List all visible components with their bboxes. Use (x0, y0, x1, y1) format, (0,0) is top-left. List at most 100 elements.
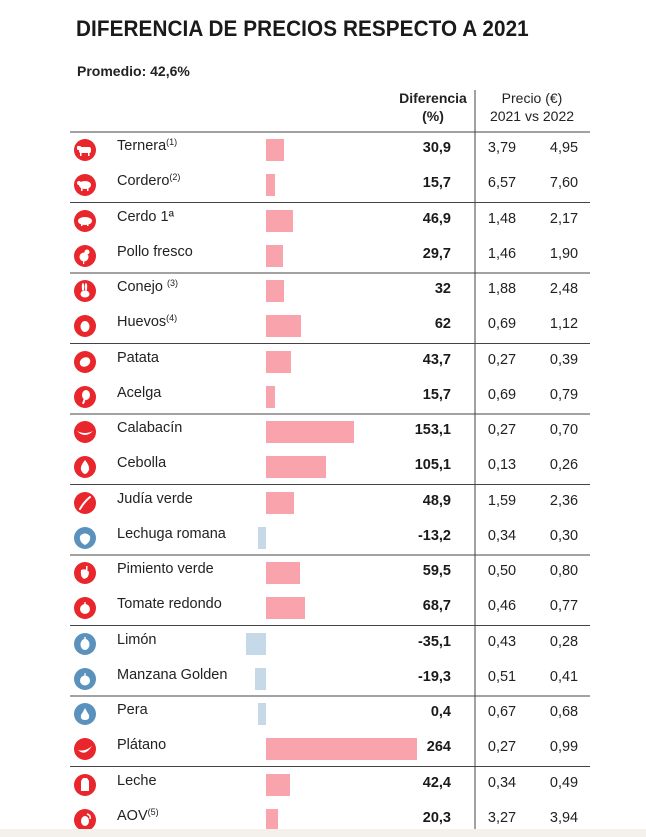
row-label: Plátano (117, 737, 167, 754)
row-label: Conejo (3) (117, 278, 178, 295)
pig-icon (74, 209, 96, 232)
bar (266, 456, 327, 479)
row-label: Huevos(4) (117, 313, 178, 331)
cow-icon (74, 139, 96, 161)
milk-icon (74, 773, 96, 796)
table-row: Pollo fresco 29,7 1,46 1,90 (0, 238, 646, 273)
difference-value: 153,1 (414, 422, 451, 438)
table-row: AOV(5) 20,3 3,27 3,94 (0, 802, 646, 837)
olive-oil-icon (74, 808, 96, 831)
bar (266, 139, 284, 161)
apple-icon (74, 667, 96, 690)
bar (266, 209, 293, 232)
tomato-icon (74, 597, 96, 620)
price-2022: 0,39 (549, 351, 579, 368)
table-row: Patata 43,7 0,27 0,39 (0, 344, 646, 379)
price-2021: 0,51 (487, 668, 517, 685)
egg-icon (74, 315, 96, 338)
difference-value: 46,9 (422, 210, 451, 227)
bar (266, 244, 283, 267)
average-label: Promedio: 42,6% (77, 63, 190, 79)
price-2021: 0,46 (487, 598, 517, 615)
price-2021: 0,13 (487, 457, 517, 474)
price-2021: 0,69 (487, 316, 517, 333)
banana-icon (74, 738, 96, 761)
table-row: Cebolla 105,1 0,13 0,26 (0, 449, 646, 484)
header-price: Precio (€) 2021 vs 2022 (478, 89, 586, 125)
bar (266, 350, 291, 373)
difference-value: 43,7 (422, 351, 451, 368)
bar (266, 385, 275, 408)
sheep-icon (74, 174, 96, 197)
row-label: Leche (117, 772, 157, 789)
difference-value: 48,9 (422, 492, 451, 509)
page-bottom-strip (0, 829, 646, 837)
lettuce-icon (74, 526, 96, 549)
difference-value: 32 (434, 281, 451, 297)
bar (266, 738, 417, 761)
price-2021: 6,57 (487, 175, 517, 192)
price-2022: 3,94 (549, 809, 579, 826)
header-difference-line1: Diferencia (399, 90, 467, 106)
table-row: Calabacín 153,1 0,27 0,70 (0, 414, 646, 449)
row-label: Cordero(2) (117, 172, 181, 190)
row-label: Ternera(1) (117, 137, 178, 154)
row-label: Cebolla (117, 455, 167, 472)
difference-value: 68,7 (422, 598, 451, 615)
price-2022: 2,17 (549, 210, 579, 227)
bar (266, 315, 302, 338)
header-difference: Diferencia (%) (393, 89, 473, 125)
price-2022: 1,90 (549, 245, 579, 262)
row-label: Pimiento verde (117, 561, 214, 577)
table-row: Limón -35,1 0,43 0,28 (0, 626, 646, 661)
price-2021: 0,34 (487, 527, 517, 544)
row-label: Pera (117, 702, 148, 718)
bar (254, 667, 266, 690)
header-difference-line2: (%) (422, 108, 444, 124)
table-row: Cerdo 1ª 46,9 1,48 2,17 (0, 203, 646, 238)
price-2022: 0,99 (549, 739, 579, 756)
price-2022: 0,68 (549, 704, 579, 720)
price-2022: 1,12 (549, 316, 579, 333)
table-row: Conejo (3) 32 1,88 2,48 (0, 273, 646, 308)
row-label: AOV(5) (117, 806, 159, 824)
price-2022: 0,70 (549, 422, 579, 438)
bar (266, 773, 291, 796)
row-label: Judía verde (117, 490, 193, 507)
chicken-icon (74, 244, 96, 267)
price-2021: 0,69 (487, 386, 517, 403)
table-row: Plátano 264 0,27 0,99 (0, 731, 646, 766)
price-2022: 0,80 (549, 563, 579, 579)
row-label: Calabacín (117, 420, 183, 436)
difference-value: 0,4 (430, 704, 451, 720)
difference-value: 15,7 (422, 386, 451, 403)
bar (266, 597, 306, 620)
chard-icon (74, 385, 96, 408)
price-2022: 0,26 (549, 457, 579, 474)
price-2022: 0,28 (549, 633, 579, 650)
chart-title: DIFERENCIA DE PRECIOS RESPECTO A 2021 (76, 16, 529, 41)
price-2021: 0,27 (487, 422, 517, 438)
price-2022: 2,36 (549, 492, 579, 509)
price-2022: 0,41 (549, 668, 579, 685)
difference-value: -19,3 (417, 668, 451, 685)
row-label: Tomate redondo (117, 596, 222, 613)
header-price-line2: 2021 vs 2022 (489, 108, 575, 124)
price-2021: 0,27 (487, 351, 517, 368)
green-bean-icon (74, 491, 96, 514)
difference-value: 62 (434, 316, 451, 333)
pepper-icon (74, 562, 96, 584)
zucchini-icon (74, 421, 96, 443)
bar (266, 174, 275, 197)
header-price-line1: Precio (€) (501, 90, 563, 106)
price-2022: 4,95 (549, 140, 579, 156)
difference-value: 15,7 (422, 175, 451, 192)
price-2021: 3,27 (487, 809, 517, 826)
table-row: Pera 0,4 0,67 0,68 (0, 696, 646, 731)
table-row: Huevos(4) 62 0,69 1,12 (0, 308, 646, 343)
lemon-icon (74, 632, 96, 655)
price-2022: 0,79 (549, 386, 579, 403)
difference-value: 42,4 (422, 774, 451, 791)
difference-value: 264 (426, 739, 451, 756)
price-2021: 0,34 (487, 774, 517, 791)
